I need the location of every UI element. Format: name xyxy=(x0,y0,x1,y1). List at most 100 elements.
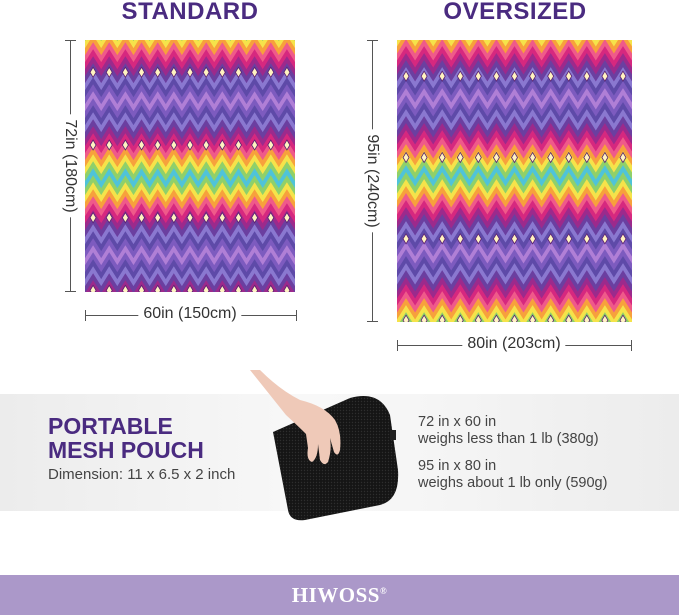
oversized-height-label: 95in (240cm) xyxy=(363,129,381,233)
pattern-diamond xyxy=(202,211,210,224)
pattern-diamond xyxy=(456,151,464,164)
pattern-diamond xyxy=(234,139,242,151)
pattern-diamond xyxy=(154,211,162,224)
pattern-diamond xyxy=(283,66,291,79)
pattern-diamond xyxy=(283,284,291,292)
pattern-diamond xyxy=(420,151,428,164)
pattern-diamond xyxy=(492,151,500,164)
standard-width-label: 60in (150cm) xyxy=(138,305,242,323)
pattern-diamond xyxy=(234,66,242,79)
oversized-blanket-image xyxy=(397,40,632,322)
pattern-diamond xyxy=(138,139,146,151)
mesh-pouch-image xyxy=(250,370,399,521)
standard-height-label: 72in (180cm) xyxy=(61,114,79,218)
pattern-diamond xyxy=(583,70,591,82)
pattern-diamond xyxy=(267,211,275,224)
pattern-diamond xyxy=(619,233,627,245)
pattern-diamond xyxy=(529,70,537,82)
pattern-diamond xyxy=(105,139,113,151)
pattern-diamond xyxy=(619,314,627,322)
pattern-diamond xyxy=(547,151,555,164)
pattern-diamond xyxy=(170,284,178,292)
oversized-width-label: 80in (203cm) xyxy=(462,335,566,353)
pattern-diamond xyxy=(402,233,410,245)
pattern-diamond xyxy=(601,70,609,82)
pattern-diamond xyxy=(456,233,464,245)
pattern-diamond xyxy=(474,314,482,322)
brand-mark: ® xyxy=(379,586,388,596)
pattern-diamond xyxy=(89,66,97,79)
pattern-diamond xyxy=(474,151,482,164)
pattern-diamond xyxy=(511,151,518,164)
pattern-diamond xyxy=(138,66,146,79)
pattern-diamond xyxy=(601,233,609,245)
pattern-diamond xyxy=(186,66,194,79)
pattern-diamond xyxy=(234,284,242,292)
pattern-diamond xyxy=(251,284,259,292)
pouch-title: PORTABLE MESH POUCH xyxy=(48,414,204,462)
pattern-diamond xyxy=(186,139,194,151)
pattern-diamond xyxy=(547,314,555,322)
pattern-diamond xyxy=(105,211,113,224)
oversized-title: OVERSIZED xyxy=(443,0,587,25)
pattern-diamond xyxy=(565,70,573,82)
pattern-diamond xyxy=(89,139,97,151)
pattern-diamond xyxy=(456,70,464,82)
pattern-diamond xyxy=(438,233,446,245)
pattern-diamond xyxy=(121,211,129,224)
pattern-diamond xyxy=(583,151,591,164)
pattern-diamond xyxy=(218,66,226,79)
pattern-diamond xyxy=(154,66,162,79)
weight-size: 95 in x 80 in xyxy=(418,458,497,474)
pattern-diamond xyxy=(420,233,428,245)
pattern-diamond xyxy=(218,284,226,292)
pattern-diamond xyxy=(121,66,129,79)
brand-name: HIWOSS xyxy=(291,583,380,607)
pattern-diamond xyxy=(529,314,537,322)
pattern-diamond xyxy=(402,70,410,82)
pattern-diamond xyxy=(438,70,446,82)
pattern-diamond xyxy=(601,151,609,164)
pattern-diamond xyxy=(89,284,97,292)
pattern-diamond xyxy=(89,211,97,224)
pattern-diamond xyxy=(583,233,591,245)
pattern-diamond xyxy=(511,233,518,245)
pattern-diamond xyxy=(402,151,410,164)
pattern-diamond xyxy=(251,66,259,79)
pattern-diamond xyxy=(251,211,259,224)
pattern-diamond xyxy=(267,284,275,292)
pattern-diamond xyxy=(529,233,537,245)
pattern-diamond xyxy=(170,139,178,151)
pouch-title-line2: MESH POUCH xyxy=(48,437,204,463)
pattern-diamond xyxy=(283,211,291,224)
pattern-diamond xyxy=(565,151,573,164)
pattern-diamond xyxy=(547,233,555,245)
pattern-diamond xyxy=(492,70,500,82)
pattern-diamond xyxy=(565,233,573,245)
pattern-diamond xyxy=(492,314,500,322)
pattern-diamond xyxy=(218,139,226,151)
pattern-diamond xyxy=(105,66,113,79)
pattern-diamond xyxy=(121,284,129,292)
pattern-diamond xyxy=(420,314,428,322)
standard-blanket-image xyxy=(85,40,295,292)
pattern-diamond xyxy=(234,211,242,224)
pattern-diamond xyxy=(251,139,259,151)
weight-value: weighs less than 1 lb (380g) xyxy=(418,431,599,447)
pouch-title-line1: PORTABLE xyxy=(48,413,173,439)
pattern-diamond xyxy=(138,211,146,224)
pattern-diamond xyxy=(218,211,226,224)
pattern-diamond xyxy=(186,211,194,224)
weight-value: weighs about 1 lb only (590g) xyxy=(418,475,608,491)
pattern-diamond xyxy=(154,284,162,292)
pattern-diamond xyxy=(474,233,482,245)
weight-size: 72 in x 60 in xyxy=(418,414,497,430)
pattern-diamond xyxy=(492,233,500,245)
pattern-diamond xyxy=(456,314,464,322)
standard-title: STANDARD xyxy=(121,0,259,25)
pattern-diamond xyxy=(202,284,210,292)
pattern-diamond xyxy=(267,66,275,79)
pattern-diamond xyxy=(601,314,609,322)
pattern-diamond xyxy=(283,139,291,151)
pattern-diamond xyxy=(105,284,113,292)
